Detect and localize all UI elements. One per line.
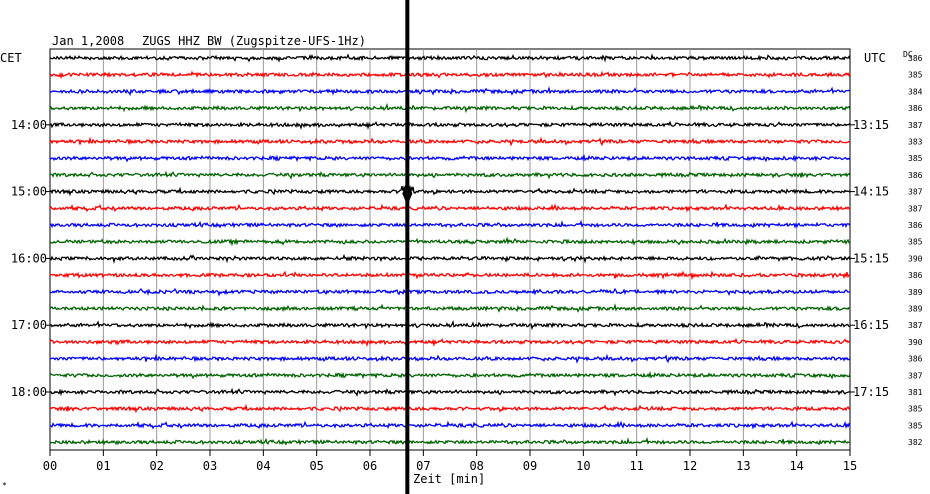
x-tick-label: 14 [789,459,803,473]
x-tick-label: 13 [736,459,750,473]
event-spike [402,179,413,206]
left-hour-label: 17:00 [11,318,47,332]
minute-gridlines [102,49,798,450]
right-hour-label: 15:15 [853,251,889,265]
x-axis-label: Zeit [min] [413,472,485,486]
dc-value: 385 [908,405,923,414]
dc-value: 385 [908,154,923,163]
x-tick-label: 12 [683,459,697,473]
x-tick-label: 07 [416,459,430,473]
x-axis-ticks: 00 01 02 03 04 05 06 07 08 09 10 11 12 13 14 15 [43,449,857,473]
header-station: ZUGS HHZ BW (Zugspitze-UFS-1Hz) [142,34,366,48]
dc-value: 385 [908,71,923,80]
left-hour-label: 18:00 [11,385,47,399]
dc-value: 387 [908,371,923,380]
dc-value: 385 [908,238,923,247]
right-hour-label: 17:15 [853,385,889,399]
x-tick-label: 06 [363,459,377,473]
trace-line [49,203,851,213]
dc-label: DC [903,50,913,59]
dc-value: 385 [908,421,923,430]
dc-value: 390 [908,338,923,347]
trace-line [49,403,851,414]
trace-line [49,370,851,380]
x-tick-label: 01 [96,459,110,473]
trace-line [49,136,851,147]
dc-value: 386 [908,271,923,280]
dc-value: 387 [908,188,923,197]
header-date: Jan 1,2008 [52,34,124,48]
trace-line [49,184,851,197]
dc-value: 386 [908,104,923,113]
x-tick-label: 11 [629,459,643,473]
trace-line [49,420,851,430]
trace-line [49,86,851,97]
dc-value: 382 [908,438,923,447]
dc-value: 387 [908,204,923,213]
trace-line [49,287,851,297]
trace-line [49,270,851,281]
x-tick-label: 09 [523,459,537,473]
corner-mark: * [2,481,7,490]
trace-line [49,236,851,247]
dc-value: 387 [908,121,923,130]
right-hour-label: 13:15 [853,118,889,132]
trace-line [49,102,851,113]
dc-value: 381 [908,388,923,397]
right-timezone-label: UTC [864,51,886,65]
x-tick-label: 00 [43,459,57,473]
dc-value: 386 [908,221,923,230]
trace-line [49,436,851,446]
trace-line [49,219,851,229]
left-hour-labels: 14:00 15:00 16:00 17:00 18:00 [11,118,50,399]
trace-line [50,70,851,80]
dc-value: 390 [908,254,923,263]
left-timezone-label: CET [0,51,22,65]
left-hour-label: 16:00 [11,251,47,265]
event-marker [402,0,413,494]
trace-line [49,253,851,264]
x-tick-label: 10 [576,459,590,473]
dc-value: 386 [908,355,923,364]
x-tick-label: 15 [843,459,857,473]
dc-value: 386 [908,171,923,180]
trace-line [49,153,851,163]
dc-value: 386 [908,54,923,63]
trace-line [49,53,851,63]
trace-line [49,320,851,331]
trace-line [49,353,851,364]
x-tick-label: 04 [256,459,270,473]
seismic-traces [49,53,851,446]
left-hour-label: 14:00 [11,118,47,132]
x-tick-label: 03 [203,459,217,473]
trace-line [49,170,851,180]
right-hour-label: 14:15 [853,185,889,199]
right-hour-label: 16:15 [853,318,889,332]
dc-value: 389 [908,288,923,297]
dc-value: 387 [908,321,923,330]
x-tick-label: 02 [149,459,163,473]
left-hour-label: 15:00 [11,185,47,199]
right-hour-labels: 13:15 14:15 15:15 16:15 17:15 [850,118,889,399]
trace-line [49,120,851,130]
x-tick-label: 05 [309,459,323,473]
dc-value: 384 [908,87,923,96]
x-tick-label: 08 [469,459,483,473]
dc-value: 383 [908,138,923,147]
trace-line [49,387,851,397]
trace-line [49,337,851,348]
dc-values: 386 385 384 386 387 383 385 386 387 387 386 385 390 3… [908,54,923,447]
dc-value: 389 [908,305,923,314]
trace-line [49,303,851,313]
